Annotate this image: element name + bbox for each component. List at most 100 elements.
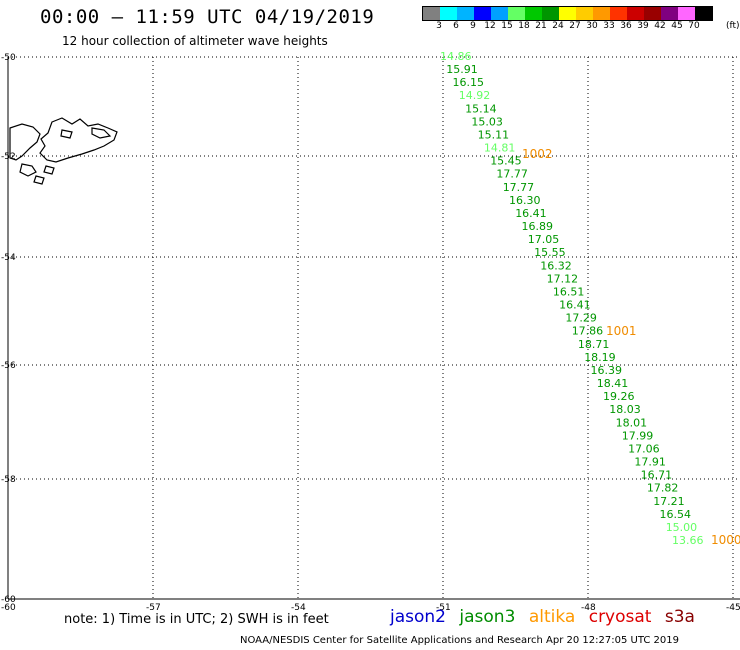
color-swatch bbox=[542, 7, 559, 20]
color-scale-tick: 36 bbox=[620, 21, 632, 31]
lon-label: -54 bbox=[291, 603, 306, 613]
swh-color-scale bbox=[422, 6, 713, 21]
lon-label: -51 bbox=[436, 603, 451, 613]
color-swatch bbox=[559, 7, 576, 20]
legend-cryosat: cryosat bbox=[588, 607, 652, 627]
swh-value: 16.41 bbox=[515, 207, 547, 220]
lon-label: -48 bbox=[581, 603, 596, 613]
swh-value: 16.15 bbox=[453, 76, 485, 89]
color-scale-tick: 39 bbox=[637, 21, 649, 31]
color-swatch bbox=[474, 7, 491, 20]
color-swatch bbox=[440, 7, 457, 20]
color-scale-tick: 33 bbox=[603, 21, 615, 31]
color-swatch bbox=[576, 7, 593, 20]
color-scale-tick: 15 bbox=[501, 21, 513, 31]
swh-value: 17.21 bbox=[653, 495, 685, 508]
footer-note: note: 1) Time is in UTC; 2) SWH is in fe… bbox=[64, 612, 329, 627]
color-swatch bbox=[491, 7, 508, 20]
swh-value: 15.91 bbox=[446, 63, 478, 76]
color-swatch bbox=[457, 7, 474, 20]
legend-altika: altika bbox=[528, 607, 576, 627]
swh-value: 17.82 bbox=[647, 482, 679, 495]
swh-value: 18.03 bbox=[609, 403, 641, 416]
color-scale-tick: 12 bbox=[484, 21, 496, 31]
legend-jason3: jason3 bbox=[459, 607, 516, 627]
swh-value: 17.05 bbox=[528, 233, 560, 246]
color-scale-tick: 3 bbox=[436, 21, 442, 31]
swh-value: 16.32 bbox=[540, 259, 572, 272]
swh-value: 17.99 bbox=[622, 429, 654, 442]
falkland-islands-coastline bbox=[9, 117, 118, 185]
lat-label: -56 bbox=[1, 361, 16, 371]
lat-label: -54 bbox=[1, 253, 16, 263]
swh-value: 14.86 bbox=[440, 50, 472, 63]
color-scale-tick: 27 bbox=[569, 21, 581, 31]
swh-value: 16.54 bbox=[660, 508, 692, 521]
lat-label: -52 bbox=[1, 152, 16, 162]
swh-value: 16.39 bbox=[591, 364, 623, 377]
lon-label: -57 bbox=[146, 603, 161, 613]
swh-value: 14.81 bbox=[484, 142, 516, 155]
color-swatch bbox=[627, 7, 644, 20]
swh-value: 16.30 bbox=[509, 194, 541, 207]
swh-value: 18.71 bbox=[578, 338, 610, 351]
lat-label: -58 bbox=[1, 475, 16, 485]
pressure-labels: 1002 1001 1000 bbox=[522, 147, 740, 547]
lat-label: -50 bbox=[1, 53, 16, 63]
swh-value: 17.91 bbox=[634, 456, 666, 469]
color-scale-tick: 70 bbox=[688, 21, 700, 31]
color-scale-tick: 21 bbox=[535, 21, 547, 31]
swh-value: 16.89 bbox=[522, 220, 554, 233]
color-swatch bbox=[525, 7, 542, 20]
page-title: 00:00 – 11:59 UTC 04/19/2019 bbox=[40, 6, 375, 28]
legend-s3a: s3a bbox=[664, 607, 695, 627]
swh-value: 13.66 bbox=[672, 534, 704, 547]
swh-value: 15.00 bbox=[666, 521, 698, 534]
swh-value: 16.71 bbox=[641, 469, 673, 482]
swh-value: 15.11 bbox=[478, 129, 510, 142]
swh-value: 17.77 bbox=[503, 181, 535, 194]
swh-value: 14.92 bbox=[459, 89, 491, 102]
color-scale-tick: 18 bbox=[518, 21, 530, 31]
color-scale-tick: 45 bbox=[671, 21, 683, 31]
swh-value: 18.01 bbox=[616, 416, 648, 429]
color-swatch bbox=[423, 7, 440, 20]
swh-value: 15.14 bbox=[465, 102, 497, 115]
swh-track: 14.8615.9116.1514.9215.1415.0315.1114.81… bbox=[440, 50, 704, 547]
color-swatch bbox=[593, 7, 610, 20]
lon-label: -45 bbox=[726, 603, 740, 613]
pressure-label: 1002 bbox=[522, 147, 553, 161]
color-scale-tick: 42 bbox=[654, 21, 666, 31]
swh-value: 18.41 bbox=[597, 377, 629, 390]
swh-value: 16.51 bbox=[553, 286, 585, 299]
swh-value: 17.29 bbox=[565, 312, 597, 325]
color-swatch bbox=[695, 7, 712, 20]
swh-value: 17.06 bbox=[628, 442, 660, 455]
color-swatch bbox=[661, 7, 678, 20]
color-scale-tick: 6 bbox=[453, 21, 459, 31]
page-subtitle: 12 hour collection of altimeter wave hei… bbox=[62, 34, 328, 48]
color-swatch bbox=[644, 7, 661, 20]
pressure-label: 1000 bbox=[711, 533, 740, 547]
credit-line: NOAA/NESDIS Center for Satellite Applica… bbox=[240, 635, 679, 646]
color-scale-tick: 30 bbox=[586, 21, 598, 31]
swh-value: 15.45 bbox=[490, 155, 522, 168]
color-scale-tick: 9 bbox=[470, 21, 476, 31]
color-scale-tick: 24 bbox=[552, 21, 564, 31]
lon-label: -60 bbox=[1, 603, 16, 613]
lat-label: -60 bbox=[1, 595, 16, 605]
lon-labels: -60 -57 -54 -51 -48 -45 bbox=[1, 603, 740, 613]
swh-value: 16.41 bbox=[559, 299, 591, 312]
swh-value: 17.12 bbox=[547, 272, 579, 285]
swh-value: 17.77 bbox=[496, 168, 528, 181]
pressure-label: 1001 bbox=[606, 324, 637, 338]
lat-labels: -50 -52 -54 -56 -58 -60 bbox=[1, 53, 16, 605]
swh-value: 15.55 bbox=[534, 246, 566, 259]
color-swatch bbox=[508, 7, 525, 20]
satellite-legend: jason2 jason3 altika cryosat s3a bbox=[390, 607, 703, 627]
swh-value: 17.86 bbox=[572, 325, 604, 338]
swh-value: 15.03 bbox=[471, 115, 503, 128]
swh-value: 18.19 bbox=[584, 351, 616, 364]
color-swatch bbox=[678, 7, 695, 20]
